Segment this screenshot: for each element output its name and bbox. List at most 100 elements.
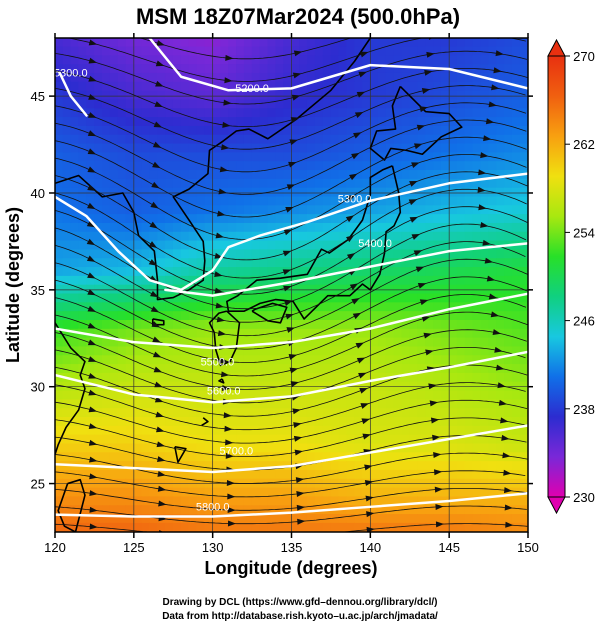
- temperature-cell: [464, 408, 474, 418]
- streamline-arrow: [290, 117, 300, 123]
- temperature-cell: [393, 425, 403, 436]
- temperature-cell: [472, 81, 481, 92]
- temperature-cell: [322, 319, 332, 330]
- temperature-cell: [228, 452, 237, 462]
- y-tick-label: 40: [31, 186, 45, 201]
- temperature-cell: [448, 196, 458, 206]
- temperature-cell: [141, 38, 150, 48]
- temperature-cell: [440, 346, 450, 356]
- temperature-cell: [488, 258, 497, 268]
- temperature-cell: [488, 64, 497, 74]
- temperature-cell: [354, 46, 363, 56]
- temperature-cell: [188, 355, 198, 365]
- temperature-cell: [204, 143, 213, 153]
- temperature-cell: [409, 337, 418, 348]
- streamline-arrow: [225, 452, 234, 459]
- temperature-cell: [377, 452, 387, 462]
- temperature-cell: [330, 143, 340, 153]
- temperature-cell: [354, 496, 363, 506]
- temperature-cell: [78, 399, 87, 409]
- temperature-cell: [330, 417, 340, 427]
- temperature-cell: [401, 434, 411, 445]
- temperature-cell: [180, 55, 190, 65]
- temperature-cell: [283, 452, 292, 462]
- temperature-cell: [196, 64, 206, 74]
- temperature-cell: [299, 302, 308, 312]
- credit-data: Data from http://database.rish.kyoto–u.a…: [162, 611, 438, 622]
- temperature-cell: [62, 311, 72, 321]
- temperature-cell: [425, 222, 434, 233]
- temperature-cell: [409, 461, 418, 471]
- temperature-cell: [456, 222, 466, 233]
- temperature-cell: [236, 64, 245, 74]
- temperature-cell: [393, 108, 403, 118]
- temperature-cell: [433, 267, 442, 277]
- temperature-cell: [196, 408, 206, 418]
- temperature-cell: [109, 108, 119, 118]
- temperature-cell: [275, 196, 284, 206]
- streamline-arrow: [416, 124, 426, 131]
- temperature-cell: [306, 214, 316, 224]
- temperature-cell: [322, 293, 332, 303]
- temperature-cell: [109, 55, 119, 65]
- temperature-cell: [488, 514, 497, 524]
- temperature-cell: [102, 434, 111, 445]
- temperature-cell: [511, 55, 521, 65]
- temperature-cell: [212, 72, 221, 83]
- temperature-cell: [425, 319, 434, 330]
- temperature-cell: [519, 390, 528, 400]
- height-contour: [55, 292, 528, 350]
- temperature-cell: [94, 240, 103, 251]
- temperature-cell: [275, 469, 284, 480]
- temperature-cell: [409, 496, 418, 506]
- temperature-cell: [472, 196, 481, 206]
- temperature-cell: [204, 319, 213, 330]
- temperature-cell: [243, 134, 253, 145]
- temperature-cell: [385, 205, 395, 215]
- temperature-cell: [504, 90, 513, 101]
- temperature-cell: [472, 267, 481, 277]
- temperature-cell: [149, 205, 158, 215]
- temperature-cell: [401, 214, 411, 224]
- temperature-cell: [243, 143, 253, 153]
- temperature-cell: [283, 152, 292, 162]
- temperature-cell: [70, 417, 79, 427]
- temperature-cell: [338, 46, 347, 56]
- height-contour-label: 5800.0: [196, 502, 230, 514]
- temperature-cell: [393, 452, 403, 462]
- temperature-cell: [204, 99, 213, 109]
- temperature-cell: [55, 81, 64, 92]
- temperature-cell: [370, 258, 379, 268]
- temperature-cell: [157, 152, 166, 162]
- temperature-cell: [275, 311, 284, 321]
- temperature-cell: [188, 55, 198, 65]
- temperature-cell: [275, 364, 284, 374]
- streamline-arrow: [433, 469, 443, 476]
- streamline-arrow: [289, 367, 299, 374]
- temperature-cell: [480, 222, 489, 233]
- temperature-cell: [433, 187, 442, 198]
- temperature-cell: [519, 452, 528, 462]
- temperature-cell: [259, 275, 269, 286]
- temperature-cell: [409, 284, 418, 295]
- temperature-cell: [401, 143, 411, 153]
- temperature-cell: [385, 240, 395, 251]
- temperature-cell: [228, 399, 237, 409]
- temperature-cell: [393, 408, 403, 418]
- streamline-arrow: [88, 39, 98, 46]
- temperature-cell: [401, 249, 411, 259]
- streamline-arrow: [354, 111, 364, 118]
- temperature-cell: [488, 143, 497, 153]
- temperature-cell: [204, 328, 213, 339]
- temperature-cell: [188, 275, 198, 286]
- temperature-cell: [62, 408, 72, 418]
- temperature-cell: [251, 425, 261, 436]
- temperature-cell: [440, 38, 450, 48]
- temperature-cell: [251, 249, 261, 259]
- temperature-cell: [456, 487, 466, 498]
- temperature-cell: [496, 196, 505, 206]
- temperature-cell: [220, 178, 229, 189]
- temperature-cell: [377, 72, 387, 83]
- temperature-cell: [417, 469, 426, 480]
- temperature-cell: [370, 461, 379, 471]
